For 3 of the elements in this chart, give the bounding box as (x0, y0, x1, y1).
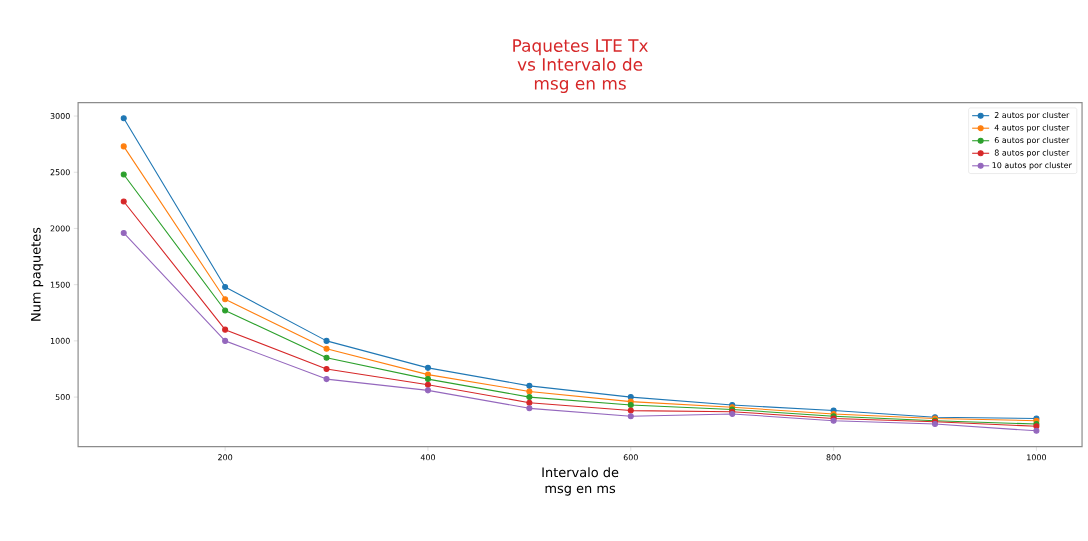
chart-title: Paquetes LTE Tx vs Intervalo de msg en ms (513, 39, 648, 94)
y-axis-title: Num paquetes (31, 227, 44, 321)
x-axis-title: Intervalo de msg en ms (542, 467, 619, 496)
